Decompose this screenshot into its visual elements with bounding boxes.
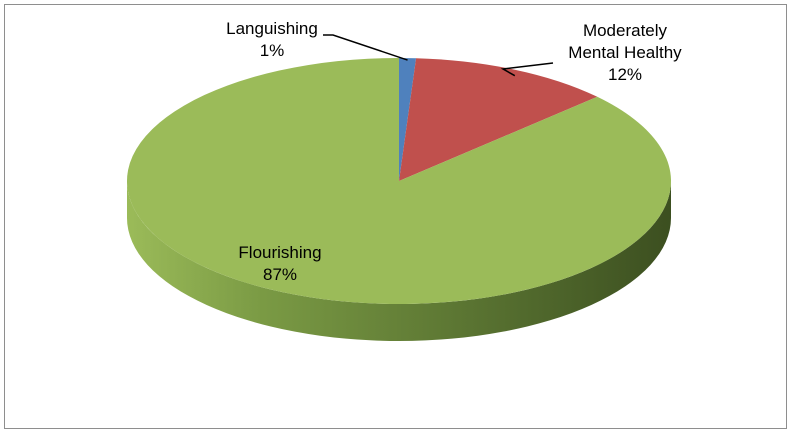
- data-label-flourishing: Flourishing 87%: [238, 243, 321, 284]
- leader-line-languishing: [323, 34, 408, 61]
- data-label-moderately-mental-healthy: Moderately Mental Healthy 12%: [568, 21, 682, 84]
- pie-chart: Languishing 1% Moderately Mental Healthy 12%…: [126, 19, 682, 341]
- pie-side-flourishing: [127, 181, 671, 341]
- leader-lines: [323, 34, 554, 77]
- pie-slice-languishing: [399, 58, 417, 181]
- data-label-languishing: Languishing 1%: [226, 19, 318, 60]
- pie-slices: [126, 58, 671, 304]
- chart-area: Languishing 1% Moderately Mental Healthy 12%…: [4, 4, 787, 429]
- data-labels: Languishing 1% Moderately Mental Healthy 12%…: [226, 19, 682, 284]
- pie-side-wall: [127, 181, 671, 341]
- pie-slice-moderately-mental-healthy: [399, 58, 598, 181]
- leader-line-moderately-mental-healthy: [500, 62, 554, 77]
- pie-slice-flourishing: [126, 58, 671, 304]
